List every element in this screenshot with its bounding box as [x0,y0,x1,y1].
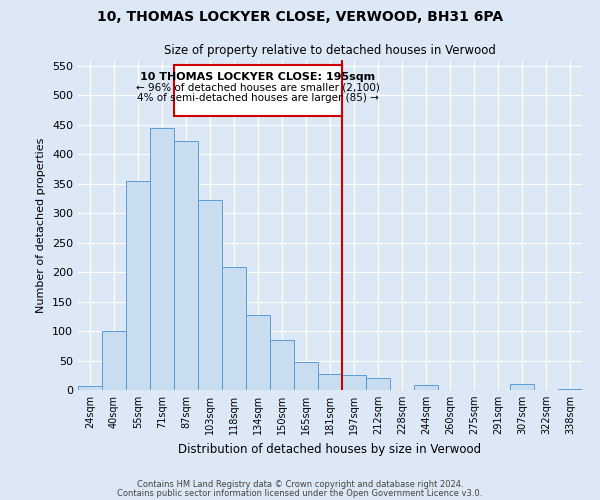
Bar [414,384,438,390]
FancyBboxPatch shape [174,64,342,116]
Bar [198,200,222,390]
Bar [246,314,270,390]
Bar [558,389,582,390]
Text: Contains HM Land Registry data © Crown copyright and database right 2024.: Contains HM Land Registry data © Crown c… [137,480,463,489]
Title: Size of property relative to detached houses in Verwood: Size of property relative to detached ho… [164,44,496,58]
Text: 10, THOMAS LOCKYER CLOSE, VERWOOD, BH31 6PA: 10, THOMAS LOCKYER CLOSE, VERWOOD, BH31 … [97,10,503,24]
Bar [222,268,246,390]
Bar [294,362,318,390]
Bar [510,384,534,390]
Text: ← 96% of detached houses are smaller (2,100): ← 96% of detached houses are smaller (2,… [136,82,380,92]
Bar [126,181,150,390]
Text: 10 THOMAS LOCKYER CLOSE: 195sqm: 10 THOMAS LOCKYER CLOSE: 195sqm [140,72,376,82]
Bar [174,142,198,390]
X-axis label: Distribution of detached houses by size in Verwood: Distribution of detached houses by size … [178,442,482,456]
Bar [150,128,174,390]
Bar [270,340,294,390]
Bar [342,376,366,390]
Bar [102,331,126,390]
Text: Contains public sector information licensed under the Open Government Licence v3: Contains public sector information licen… [118,488,482,498]
Text: 4% of semi-detached houses are larger (85) →: 4% of semi-detached houses are larger (8… [137,93,379,103]
Y-axis label: Number of detached properties: Number of detached properties [37,138,46,312]
Bar [78,386,102,390]
Bar [366,378,390,390]
Bar [318,374,342,390]
